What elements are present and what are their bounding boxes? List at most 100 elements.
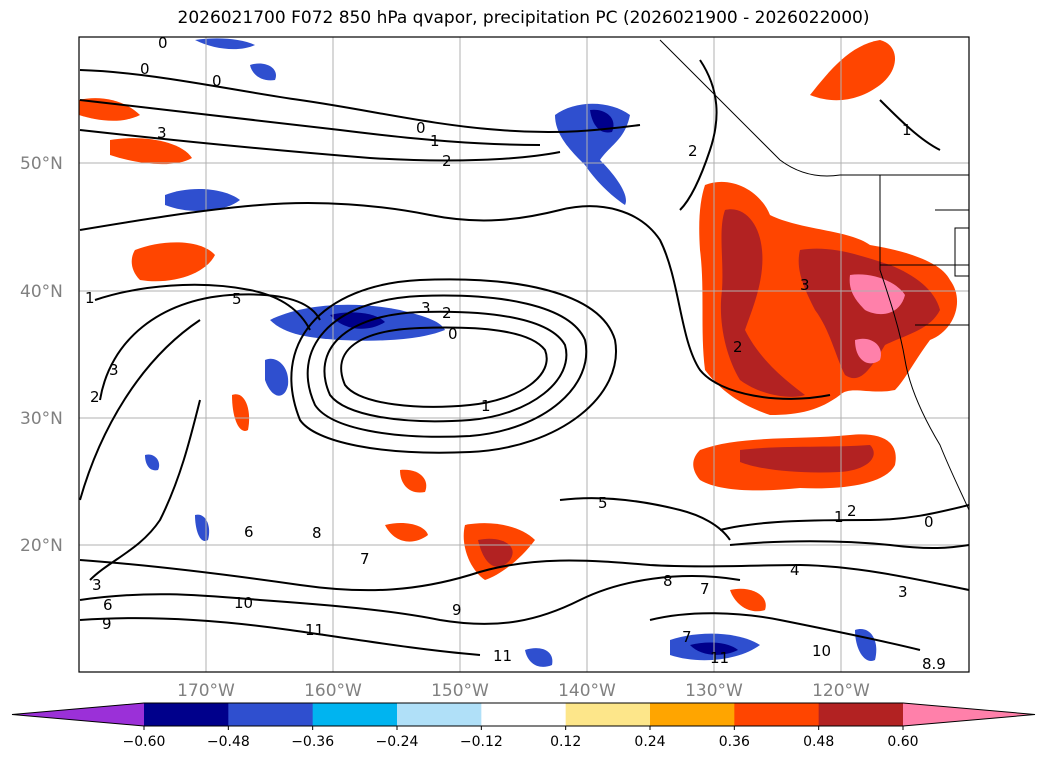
lat-label-40n: 40°N [20,282,63,302]
colorbar-tick-label: −0.24 [376,734,419,750]
contour-label: 8.9 [922,655,946,673]
contour-south-3 [79,559,969,592]
contour-label: 2 [847,502,857,520]
lon-label-160w: 160°W [304,681,362,701]
colorbar-segment [228,703,314,726]
contour-label: 7 [682,628,692,646]
precip-area-nw1 [79,98,140,121]
contour-label: 2 [442,152,452,170]
precip-neg-area-4 [265,358,289,396]
contour-label: 3 [157,124,167,142]
contour-label: 7 [700,580,710,598]
contour-label: 6 [103,596,113,614]
lat-label-30n: 30°N [20,409,63,429]
contour-label: 2 [90,388,100,406]
precip-area-west [131,242,215,282]
colorbar-segment [144,703,229,726]
contour-label: 10 [812,642,831,660]
colorbar-tick-label: 0.12 [550,734,581,750]
contour-label: 3 [898,583,908,601]
contour-label: 0 [212,72,222,90]
contour-label: 0 [416,119,426,137]
contour-label: 1 [834,508,844,526]
colorbar-tick-label: −0.48 [207,734,250,750]
contour-north-1 [79,99,541,146]
contour-label: 9 [102,615,112,633]
colorbar-extend-max [903,703,1035,726]
contour-east-4 [649,612,921,651]
map-content: 0 0 0 3 0 1 2 5 3 2 0 1 1 2 3 2 1 3 6 8 [79,34,969,673]
precip-area-nw2 [110,138,192,165]
precip-neg-area-3 [165,188,240,212]
lon-label-120w: 120°W [812,681,870,701]
contour-label: 2 [733,338,743,356]
contour-label: 1 [430,132,440,150]
contour-label: 1 [85,289,95,307]
contour-label: 6 [244,523,254,541]
contour-label: 9 [452,601,462,619]
colorbar-tick-label: 0.36 [719,734,750,750]
contour-label: 0 [158,34,168,52]
contour-labels: 0 0 0 3 0 1 2 5 3 2 0 1 1 2 3 2 1 3 6 8 [85,34,946,673]
colorbar-segment [481,703,567,726]
colorbar: −0.60 −0.48 −0.36 −0.24 −0.12 0.12 0.24 0.36 0.4… [11,702,1036,750]
longitude-labels: 170°W 160°W 150°W 140°W 130°W 120°W [177,681,870,701]
contour-label: 0 [448,325,458,343]
precip-area-small2 [400,469,427,493]
contour-inner-2 [323,310,568,423]
contour-label: 8 [663,572,673,590]
qvapor-contours [79,59,969,656]
contour-east-1 [719,504,969,531]
contour-inner-4 [290,278,618,454]
contour-inner-3 [306,294,588,438]
contour-label: 3 [800,276,810,294]
contour-coast-1 [679,59,718,211]
precip-neg-area-11 [145,454,160,471]
contour-label: 5 [598,494,608,512]
colorbar-tick-label: −0.60 [123,734,166,750]
contour-label: 7 [360,550,370,568]
precip-area-north [810,40,895,101]
precip-core-west-coast [720,209,805,397]
contour-mid-3 [99,293,321,401]
contour-label: 4 [790,561,800,579]
contour-label: 3 [92,576,102,594]
colorbar-tick-label: 0.24 [634,734,665,750]
precip-area-small1 [385,523,428,542]
contour-east-2 [729,540,969,550]
precip-neg-area-8 [525,648,553,667]
contour-mid-2 [94,283,311,331]
precip-positive-areas [79,40,958,612]
graticule [79,37,969,672]
contour-south-2 [79,617,481,656]
colorbar-segment [818,703,904,726]
contour-label: 11 [710,649,729,667]
contour-label: 11 [305,621,324,639]
lon-label-140w: 140°W [558,681,616,701]
lon-label-130w: 130°W [685,681,743,701]
colorbar-segment [397,703,482,726]
contour-label: 0 [924,513,934,531]
contour-inner-1 [340,326,548,408]
latitude-labels: 50°N 40°N 30°N 20°N [20,154,63,556]
colorbar-segment [734,703,820,726]
precip-core-central [478,538,513,567]
coastline [659,39,969,511]
precip-neg-core-1 [590,109,614,133]
contour-north-2 [79,129,561,162]
contour-label: 3 [109,361,119,379]
colorbar-segment [312,703,398,726]
state-border-box [954,227,969,277]
contour-north-0 [79,69,641,134]
contour-label: 3 [421,299,431,317]
contour-east-3 [559,497,731,541]
colorbar-tick-label: −0.36 [291,734,334,750]
contour-label: 0 [140,60,150,78]
colorbar-tick-label: 0.48 [803,734,834,750]
map-title: 2026021700 F072 850 hPa qvapor, precipit… [177,8,870,28]
contour-label: 8 [312,524,322,542]
lat-label-20n: 20°N [20,536,63,556]
contour-label: 2 [688,142,698,160]
precip-area-small3 [730,588,766,612]
